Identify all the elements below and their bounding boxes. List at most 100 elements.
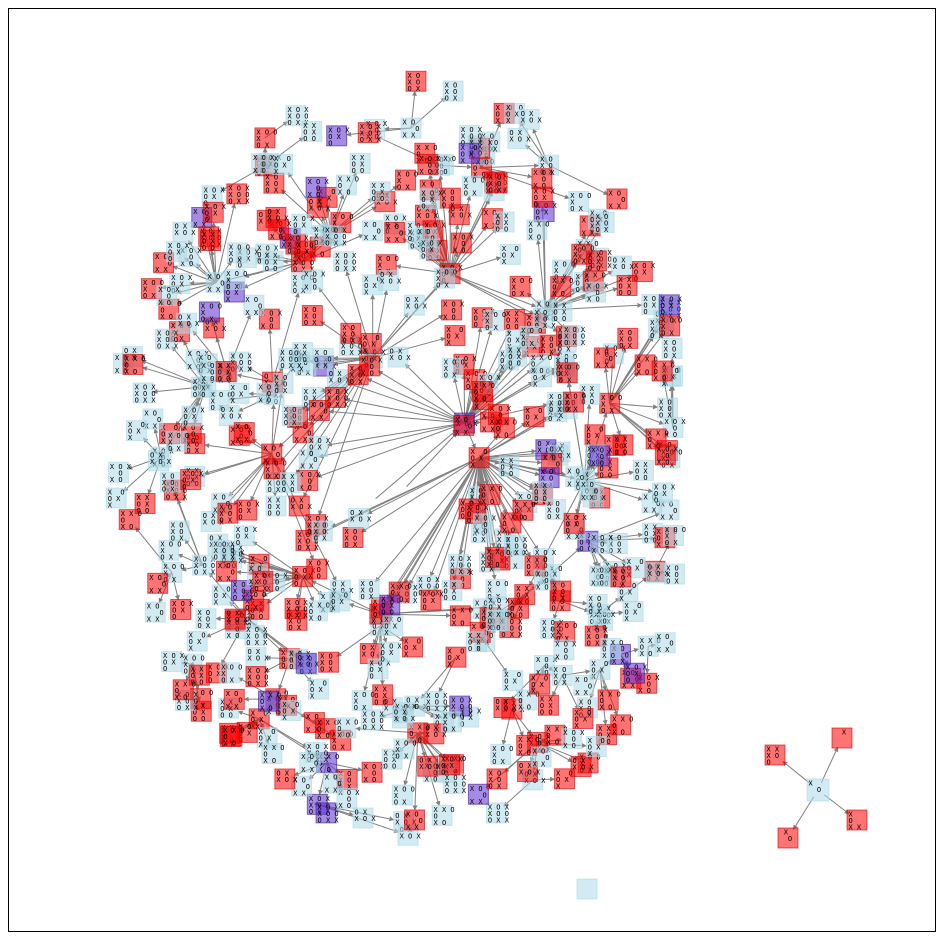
terminal-state-node: X O XO X O <box>202 201 227 224</box>
board-row-text: X X <box>612 658 633 666</box>
board-row-text <box>834 742 847 750</box>
board-state-node: O X X O X <box>147 450 172 472</box>
board-row-text: X O <box>253 167 274 175</box>
board-state-node: X O XO X O <box>419 188 443 210</box>
board-state-node: X O OX X <box>205 272 229 294</box>
board-row-text: X O <box>260 705 281 713</box>
board-row-text: O X X <box>360 136 382 144</box>
board-row-text <box>227 623 240 631</box>
board-row-text: X O O <box>541 342 562 350</box>
edge <box>464 369 533 424</box>
board-row-text: O <box>422 604 439 612</box>
board-state-node: O X X O X <box>326 369 351 391</box>
board-state-node: X O OX O X <box>461 175 485 198</box>
board-state-node: X O OX O X <box>662 524 686 547</box>
board-state-node: X OO X X <box>280 699 303 722</box>
board-row-text: X O X <box>299 471 321 479</box>
board-row-text: X O <box>453 247 474 255</box>
board-state-node: X O OX O X <box>483 310 506 332</box>
board-row-text: O O <box>265 265 286 273</box>
board-row-text: X X <box>581 494 602 502</box>
terminal-state-node: X X O X O O <box>508 597 531 620</box>
board-row-text: X O <box>121 523 142 531</box>
board-row-text: X O X <box>475 599 497 607</box>
board-row-text: O X <box>319 194 340 202</box>
board-state-node: X O OX X <box>654 632 678 654</box>
board-row-text: O X <box>203 512 220 520</box>
board-state-node: X X O X O O <box>369 181 393 203</box>
board-row-text: X X <box>193 221 214 229</box>
board-state-node: X O X O O X <box>593 211 617 234</box>
board-row-text: X O X <box>509 136 531 144</box>
board-state-node: X O X O O X <box>661 337 685 360</box>
board-row-text: O X <box>124 347 141 355</box>
board-row-text: X O <box>488 624 509 632</box>
board-row-text: O X <box>460 714 481 722</box>
board-row-text: O X <box>320 666 341 674</box>
board-row-text: X O <box>546 739 567 747</box>
board-row-text: X O <box>600 703 621 711</box>
board-row-text: O <box>184 420 201 428</box>
board-state-node <box>576 878 598 900</box>
board-row-text: O <box>338 182 359 190</box>
board-row-text <box>178 327 191 335</box>
board-row-text: O X X <box>287 612 309 620</box>
board-row-text: X X <box>364 234 385 242</box>
board-state-node: X X O X O O <box>292 342 315 364</box>
board-row-text: X O <box>403 119 420 127</box>
board-row-text: X <box>221 670 242 678</box>
board-row-text: O X X <box>228 197 250 205</box>
board-row-text: X X <box>386 236 407 244</box>
board-row-text: X X <box>516 585 533 593</box>
terminal-state-node: X O X O O X <box>301 305 325 327</box>
board-state-node: X OO X X <box>622 601 646 623</box>
terminal-state-node: O X X O X <box>274 768 298 790</box>
terminal-state-node: X O OX X <box>606 188 630 210</box>
terminal-state-node: X X O X O O <box>537 694 561 717</box>
board-state-node: X O X O X O <box>589 565 613 587</box>
board-row-text: O X <box>489 782 510 790</box>
board-state-node: X O XX O OO X X <box>448 553 472 576</box>
board-state-node: X X OO X O <box>516 689 539 712</box>
board-row-text: X O X <box>287 106 309 114</box>
board-row-text: O X <box>288 624 309 632</box>
board-state-node: O X X O X <box>245 646 269 668</box>
board-row-text: O X <box>451 205 468 213</box>
board-state-node: X OO X X <box>502 670 525 692</box>
terminal-state-node: X O X O X O <box>654 444 679 466</box>
board-row-text: X O <box>364 776 385 784</box>
board-row-text: O X <box>238 507 259 515</box>
board-row-text: O <box>634 275 651 283</box>
board-row-text: X X <box>582 229 603 237</box>
board-row-text: X O <box>320 653 337 661</box>
board-row-text: O X <box>601 407 622 415</box>
terminal-state-node: X O XX O OO X X <box>226 183 250 205</box>
board-state-node: X O X O O X <box>664 563 687 586</box>
board-row-text: O <box>421 252 438 260</box>
board-state-node: X O XX O OO X X <box>154 328 179 351</box>
board-row-text: X O X <box>535 309 557 317</box>
board-state-node: X O <box>806 778 830 802</box>
board-row-text: X <box>397 177 418 185</box>
board-row-text: X O <box>309 614 330 622</box>
board-row-text <box>425 737 438 745</box>
board-row-text: X X O <box>600 690 621 698</box>
board-row-text: X X <box>236 436 257 444</box>
board-row-text: O X X <box>451 710 473 718</box>
node-box <box>349 152 371 174</box>
board-row-text: X O X <box>338 789 360 797</box>
board-row-text: O O <box>506 323 527 331</box>
board-row-text: O <box>460 721 477 729</box>
board-row-text: X O X <box>451 212 473 220</box>
board-row-text: O O <box>220 712 241 720</box>
node-box <box>301 305 323 327</box>
edge <box>406 432 458 487</box>
board-state-node: X O OX X <box>144 601 168 624</box>
terminal-state-node: O X X O X <box>417 755 441 777</box>
board-row-text: X X O <box>435 155 456 163</box>
board-row-text: O X <box>664 352 685 360</box>
board-row-text <box>648 576 661 584</box>
board-row-text <box>519 775 532 783</box>
terminal-state-node: X XX OO <box>764 744 786 767</box>
board-row-text: O <box>518 697 539 705</box>
